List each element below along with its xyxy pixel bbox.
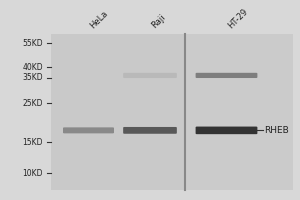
Text: HeLa: HeLa <box>88 9 110 30</box>
Text: 35KD: 35KD <box>22 73 43 82</box>
Text: RHEB: RHEB <box>264 126 289 135</box>
FancyBboxPatch shape <box>123 127 177 134</box>
Text: Raji: Raji <box>150 13 167 30</box>
FancyBboxPatch shape <box>196 127 257 134</box>
Text: 15KD: 15KD <box>22 138 43 147</box>
Text: 40KD: 40KD <box>22 63 43 72</box>
Text: 25KD: 25KD <box>22 99 43 108</box>
FancyBboxPatch shape <box>196 73 257 78</box>
FancyBboxPatch shape <box>123 73 177 78</box>
Bar <box>184 34 292 190</box>
FancyBboxPatch shape <box>63 127 114 133</box>
Text: 10KD: 10KD <box>22 169 43 178</box>
Bar <box>51 34 184 190</box>
Text: 55KD: 55KD <box>22 39 43 48</box>
Text: HT-29: HT-29 <box>226 7 250 30</box>
